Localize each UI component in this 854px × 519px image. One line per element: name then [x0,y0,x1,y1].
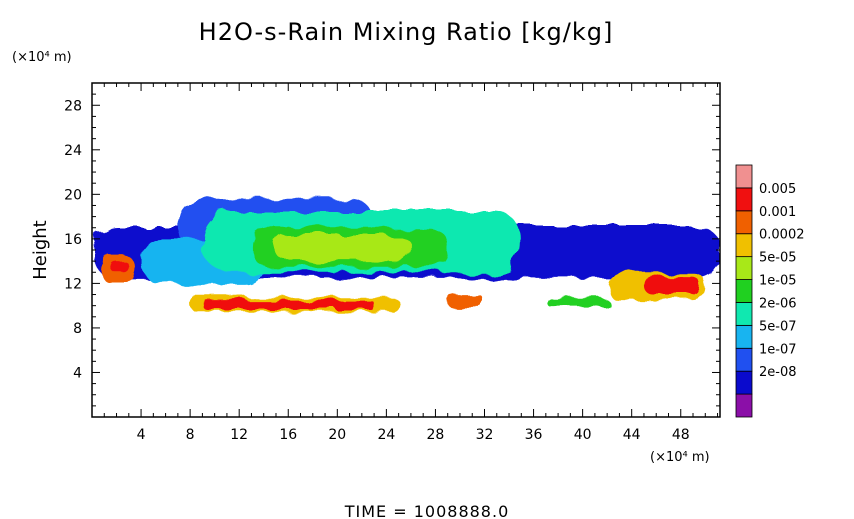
y-tick-label: 28 [64,98,82,114]
colorbar-swatch [735,187,753,212]
y-tick-label: 20 [64,187,82,203]
y-tick-label: 24 [64,143,82,159]
colorbar-swatch [735,324,753,349]
colorbar-label: 1e-07 [759,342,797,357]
y-tick-label: 8 [73,321,82,337]
x-tick-label: 36 [525,427,543,443]
colorbar-label: 2e-06 [759,296,797,311]
x-tick-label: 4 [137,427,146,443]
colorbar-label: 5e-07 [759,319,797,334]
x-axis-unit: (×10⁴ m) [650,450,710,465]
field-region [110,261,129,273]
x-tick-label: 24 [377,427,395,443]
colorbar-swatch [735,347,753,372]
y-tick-label: 12 [64,276,82,292]
x-tick-label: 20 [328,427,346,443]
colorbar-label: 0.001 [759,205,796,220]
field-region [202,300,375,310]
x-tick-label: 16 [279,427,297,443]
field-region [643,275,700,295]
chart-title: H2O-s-Rain Mixing Ratio [kg/kg] [199,18,614,46]
colorbar-label: 5e-05 [759,251,797,266]
y-axis-ticks: 4 8 12 16 20 24 28 [64,93,720,407]
colorbar-swatch [735,393,753,418]
colorbar-swatch [735,233,753,258]
x-tick-label: 48 [672,427,690,443]
y-axis-label: Height [30,220,51,280]
field-region [545,296,608,306]
colorbar-label: 1e-05 [759,274,797,289]
y-tick-label: 4 [73,365,82,381]
x-tick-label: 44 [623,427,641,443]
colorbar-swatch [735,164,753,189]
y-axis-unit: (×10⁴ m) [12,50,72,65]
colorbar-swatch [735,210,753,235]
y-tick-label: 16 [64,232,82,248]
colorbar-label: 2e-08 [759,365,797,380]
mixing-ratio-field [92,198,720,312]
x-tick-label: 28 [427,427,445,443]
colorbar: 0.005 0.001 0.0002 5e-05 1e-05 2e-06 5e-07 1e-0… [735,164,805,418]
x-tick-label: 8 [186,427,195,443]
x-tick-label: 32 [476,427,494,443]
colorbar-swatch [735,256,753,280]
x-axis-ticks: 4 8 12 16 20 24 28 32 36 40 44 48 [103,83,719,443]
field-region [275,235,411,262]
colorbar-label: 0.0002 [759,228,805,243]
colorbar-swatch [735,302,753,326]
colorbar-label: 0.005 [759,182,796,197]
time-label: TIME = 1008888.0 [344,502,510,519]
x-tick-label: 40 [574,427,592,443]
colorbar-swatch [735,279,753,303]
x-tick-label: 12 [230,427,248,443]
field-region [447,295,485,308]
colorbar-swatch [735,370,753,395]
